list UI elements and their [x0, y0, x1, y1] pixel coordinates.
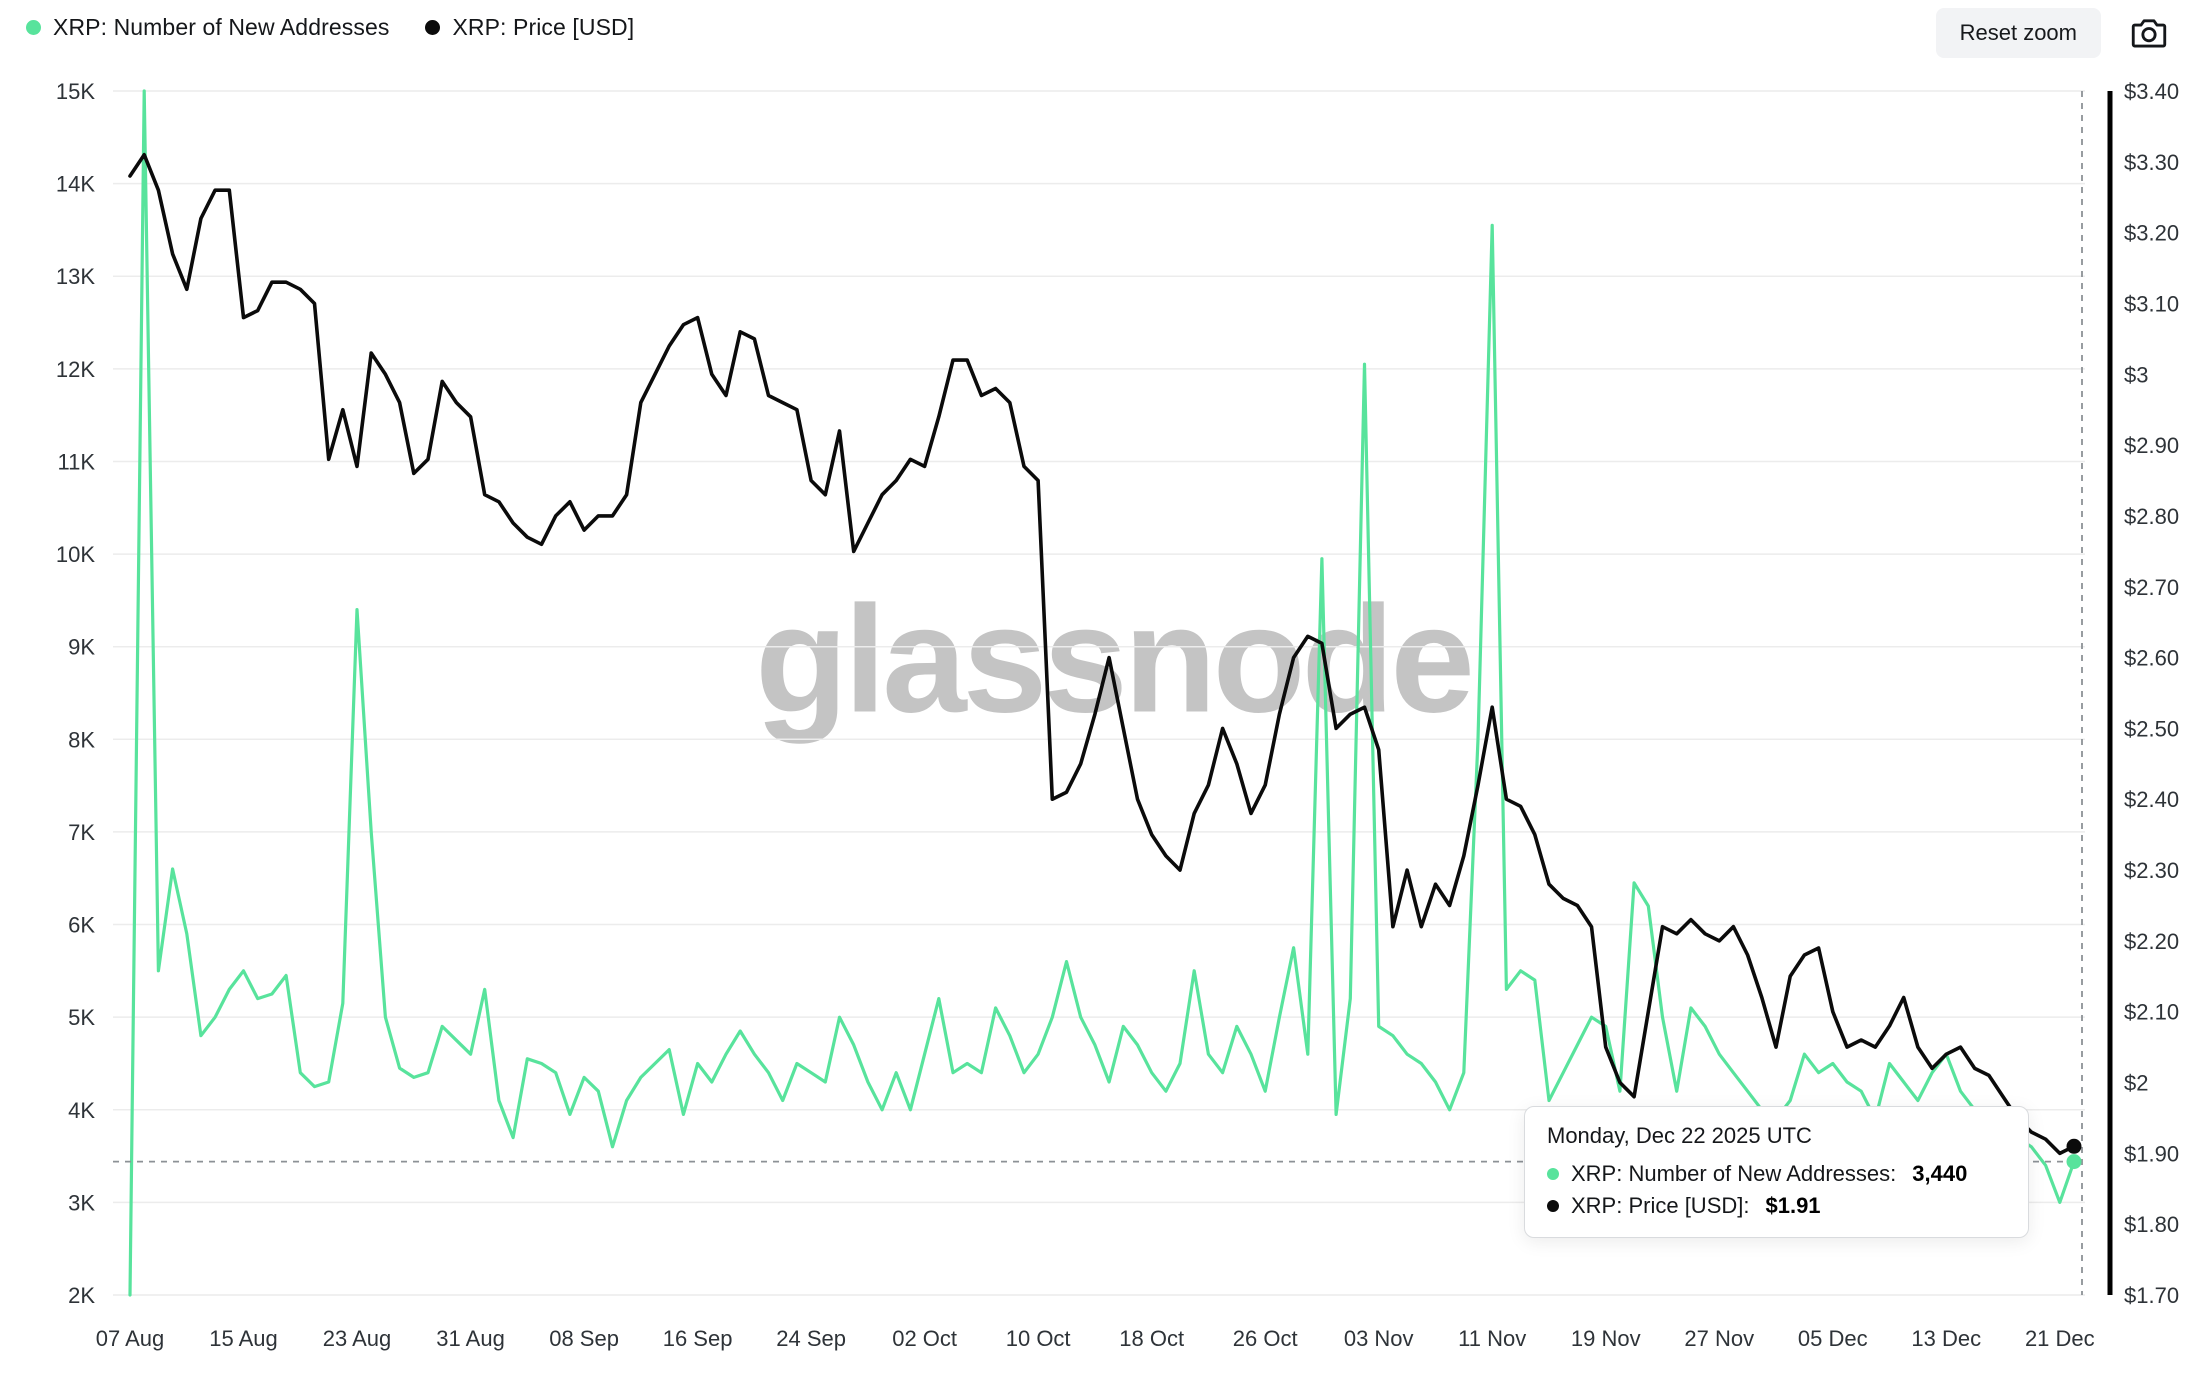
- svg-text:6K: 6K: [68, 913, 95, 938]
- svg-text:$3.10: $3.10: [2124, 291, 2179, 316]
- svg-text:16 Sep: 16 Sep: [663, 1326, 733, 1351]
- svg-text:$2.80: $2.80: [2124, 504, 2179, 529]
- svg-text:23 Aug: 23 Aug: [323, 1326, 392, 1351]
- svg-text:15 Aug: 15 Aug: [209, 1326, 278, 1351]
- svg-text:9K: 9K: [68, 635, 95, 660]
- left-axis-labels: 2K 3K 4K 5K 6K 7K 8K 9K 10K 11K 12K 13K 14K 15K: [56, 79, 95, 1308]
- svg-text:21 Dec: 21 Dec: [2025, 1326, 2095, 1351]
- chart-controls: Reset zoom: [1935, 8, 2167, 58]
- svg-text:$1.90: $1.90: [2124, 1141, 2179, 1166]
- svg-text:05 Dec: 05 Dec: [1798, 1326, 1868, 1351]
- legend-item-label: XRP: Price [USD]: [452, 14, 635, 40]
- svg-text:$2.30: $2.30: [2124, 858, 2179, 883]
- svg-text:4K: 4K: [68, 1098, 95, 1123]
- price-series-dot: [1547, 1200, 1559, 1212]
- svg-text:31 Aug: 31 Aug: [436, 1326, 505, 1351]
- tooltip-value: 3,440: [1912, 1161, 1968, 1186]
- svg-text:12K: 12K: [56, 357, 95, 382]
- svg-text:$1.80: $1.80: [2124, 1212, 2179, 1237]
- price-series-dot: [425, 20, 441, 35]
- tooltip-row-price: XRP: Price [USD]: $1.91: [1547, 1193, 2006, 1219]
- tooltip-value: $1.91: [1765, 1193, 1821, 1218]
- svg-text:19 Nov: 19 Nov: [1571, 1326, 1641, 1351]
- tooltip-label: XRP: Number of New Addresses:: [1571, 1161, 1897, 1186]
- svg-text:07 Aug: 07 Aug: [96, 1326, 165, 1351]
- svg-text:$2: $2: [2124, 1071, 2148, 1096]
- right-axis-labels: $1.70 $1.80 $1.90 $2 $2.10 $2.20 $2.30 $2.40 $2.…: [2124, 79, 2179, 1308]
- price-latest-dot: [2066, 1138, 2082, 1154]
- svg-text:3K: 3K: [68, 1190, 95, 1215]
- svg-text:18 Oct: 18 Oct: [1119, 1326, 1184, 1351]
- svg-text:14K: 14K: [56, 172, 95, 197]
- camera-icon: [2131, 17, 2167, 49]
- svg-text:26 Oct: 26 Oct: [1233, 1326, 1298, 1351]
- svg-text:$2.70: $2.70: [2124, 575, 2179, 600]
- chart-legend: XRP: Number of New Addresses XRP: Price …: [26, 14, 634, 41]
- svg-text:$2.90: $2.90: [2124, 433, 2179, 458]
- tooltip-row-new-addresses: XRP: Number of New Addresses: 3,440: [1547, 1161, 2006, 1187]
- svg-text:15K: 15K: [56, 79, 95, 104]
- svg-text:27 Nov: 27 Nov: [1684, 1326, 1754, 1351]
- new-addresses-series-dot: [1547, 1168, 1559, 1180]
- svg-text:8K: 8K: [68, 727, 95, 752]
- svg-text:$2.40: $2.40: [2124, 787, 2179, 812]
- svg-text:$3.20: $3.20: [2124, 221, 2179, 246]
- svg-text:$2.60: $2.60: [2124, 646, 2179, 671]
- svg-text:$2.10: $2.10: [2124, 1000, 2179, 1025]
- new-addresses-series-dot: [26, 20, 41, 35]
- x-axis-labels: 07 Aug 15 Aug 23 Aug 31 Aug 08 Sep 16 Sep 24 S…: [96, 1326, 2095, 1351]
- svg-text:$2.50: $2.50: [2124, 716, 2179, 741]
- chart-tooltip: Monday, Dec 22 2025 UTC XRP: Number of N…: [1524, 1106, 2029, 1238]
- legend-item-label: XRP: Number of New Addresses: [53, 14, 390, 40]
- svg-text:13 Dec: 13 Dec: [1911, 1326, 1981, 1351]
- reset-zoom-button[interactable]: Reset zoom: [1935, 8, 2101, 58]
- gridlines: [113, 90, 2085, 1296]
- svg-text:11 Nov: 11 Nov: [1458, 1326, 1526, 1351]
- svg-text:08 Sep: 08 Sep: [549, 1326, 619, 1351]
- svg-text:$3.30: $3.30: [2124, 150, 2179, 175]
- svg-text:5K: 5K: [68, 1005, 95, 1030]
- legend-item-new-addresses[interactable]: XRP: Number of New Addresses: [26, 14, 389, 41]
- tooltip-date: Monday, Dec 22 2025 UTC: [1547, 1123, 1812, 1148]
- svg-text:03 Nov: 03 Nov: [1344, 1326, 1414, 1351]
- svg-text:$3.40: $3.40: [2124, 79, 2179, 104]
- new-addresses-latest-dot: [2066, 1154, 2082, 1170]
- svg-text:$2.20: $2.20: [2124, 929, 2179, 954]
- glassnode-watermark: glassnode: [755, 574, 1475, 745]
- tooltip-label: XRP: Price [USD]:: [1571, 1193, 1750, 1218]
- svg-text:13K: 13K: [56, 264, 95, 289]
- series-lines: [128, 89, 2076, 1297]
- svg-text:02 Oct: 02 Oct: [892, 1326, 957, 1351]
- latest-value-markers: [2066, 1138, 2082, 1170]
- legend-item-price[interactable]: XRP: Price [USD]: [425, 14, 634, 41]
- svg-text:10K: 10K: [56, 542, 95, 567]
- new-addresses-line: [128, 89, 2076, 1297]
- svg-text:$3: $3: [2124, 362, 2148, 387]
- svg-text:24 Sep: 24 Sep: [776, 1326, 846, 1351]
- svg-text:11K: 11K: [57, 449, 95, 474]
- svg-text:2K: 2K: [68, 1283, 95, 1308]
- export-chart-button[interactable]: [2131, 17, 2167, 49]
- price-line: [128, 152, 2076, 1156]
- svg-text:10 Oct: 10 Oct: [1006, 1326, 1071, 1351]
- svg-text:7K: 7K: [68, 820, 95, 845]
- svg-text:$1.70: $1.70: [2124, 1283, 2179, 1308]
